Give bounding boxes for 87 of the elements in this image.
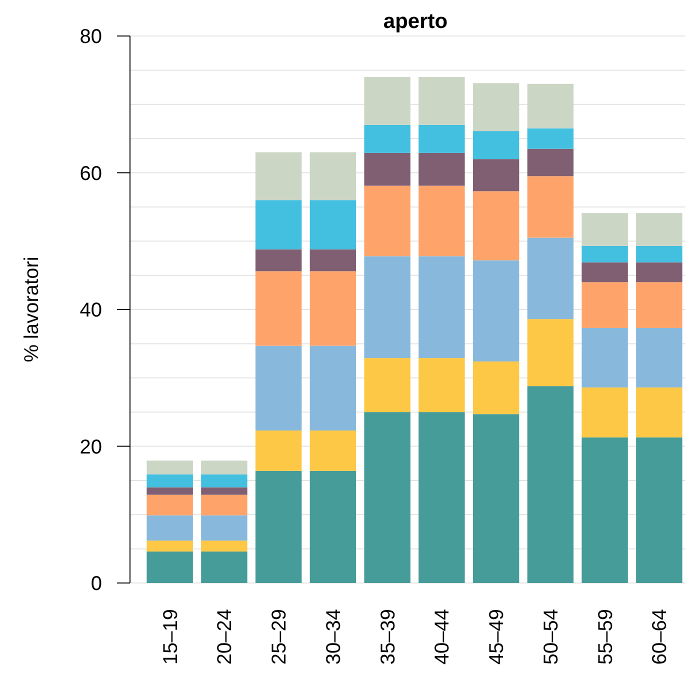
y-tick-label: 0 [90,573,102,595]
bar [636,282,682,328]
bar [582,262,628,282]
bar [472,414,520,583]
bar [636,262,682,282]
bar [527,128,574,149]
bar [582,387,628,438]
bar [201,474,248,488]
bar [364,77,410,125]
bar [527,84,574,128]
x-tick-label: 55–59 [594,609,617,665]
bar [472,191,520,260]
y-tick-label: 40 [80,300,102,322]
bar [310,470,356,583]
bar [527,238,574,320]
bar [201,487,248,495]
bar [146,474,193,488]
bar [364,186,410,256]
bar [582,246,628,262]
bar [472,83,520,132]
bar [364,412,410,583]
bar [636,213,682,246]
bar [364,256,410,358]
x-tick-label: 35–39 [377,609,400,665]
bar [418,412,465,583]
bar [310,200,356,250]
y-axis-title: % lavoratori [21,256,43,362]
chart-title: aperto [383,10,448,33]
bar [582,328,628,388]
bar [527,319,574,386]
bar [472,131,520,160]
bar [418,256,465,358]
bar [364,358,410,412]
bar [418,358,465,412]
bar [255,470,302,583]
bar [310,249,356,272]
y-tick-label: 60 [80,162,102,185]
bar [201,540,248,552]
bar [582,213,628,246]
bar [146,460,193,474]
bar [201,460,248,474]
bar [310,346,356,431]
bar [418,152,465,186]
bar [255,249,302,272]
bar [255,430,302,471]
bar [310,152,356,200]
bar [255,271,302,346]
x-tick-label: 30–34 [322,609,345,665]
bar [201,494,248,516]
bar [582,282,628,328]
bar [418,77,465,125]
bar [418,124,465,153]
bar [472,361,520,414]
bar [636,437,682,583]
bar [146,494,193,516]
bar [255,152,302,200]
y-tick-label: 20 [80,436,102,458]
bar [146,552,193,583]
y-tick-label: 80 [80,26,102,48]
bar [364,152,410,186]
bar [472,159,520,192]
bar [582,437,628,583]
bar [527,148,574,176]
bar [255,200,302,250]
x-tick-label: 45–49 [486,609,508,665]
bar [636,387,682,438]
bar [364,124,410,153]
bar [636,246,682,262]
bar [201,552,248,583]
x-tick-label: 15–19 [160,609,182,665]
bar [472,260,520,362]
x-tick-label: 25–29 [268,609,291,665]
x-tick-label: 60–64 [649,609,672,665]
bar [636,328,682,388]
x-tick-label: 20–24 [214,609,236,665]
bar [201,515,248,541]
bar [527,176,574,238]
bar [146,540,193,552]
bar [310,430,356,471]
bar [146,515,193,541]
x-tick-label: 40–44 [432,609,454,665]
bar [527,386,574,583]
bar [310,271,356,346]
x-tick-label: 50–54 [540,609,562,665]
bar [255,346,302,431]
bar [146,487,193,495]
bar [418,186,465,256]
